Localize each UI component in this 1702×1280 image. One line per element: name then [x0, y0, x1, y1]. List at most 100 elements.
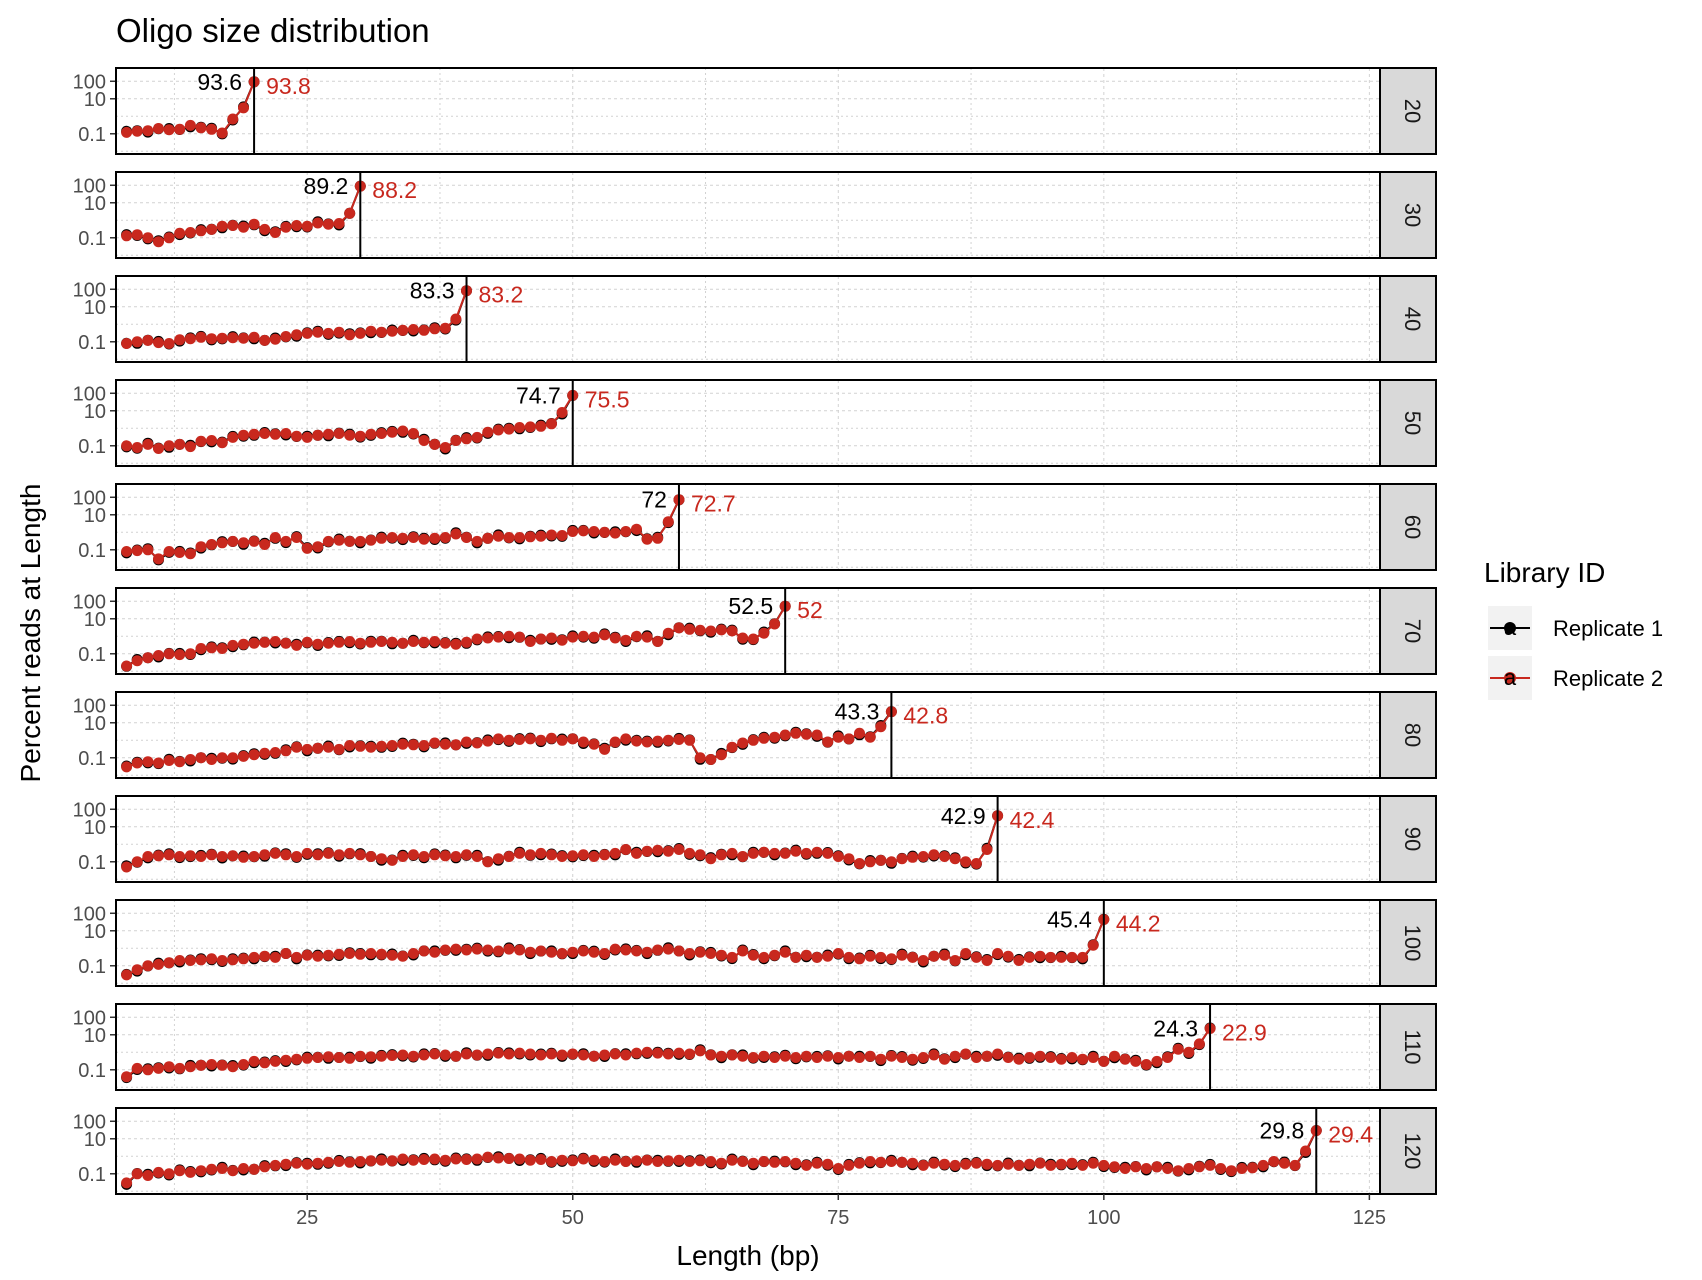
replicate2-series-point: [121, 861, 133, 873]
replicate2-series-point: [238, 1059, 249, 1070]
replicate2-annotation: 72.7: [691, 491, 736, 517]
replicate2-series-point: [652, 1156, 664, 1167]
replicate2-series-point: [694, 1045, 706, 1057]
replicate2-series-point: [471, 943, 483, 955]
replicate2-series-point: [121, 969, 133, 981]
replicate2-series-point: [216, 851, 228, 862]
replicate2-series-point: [1013, 1053, 1025, 1065]
replicate2-series-point: [184, 648, 196, 660]
replicate2-series-point: [1193, 1038, 1205, 1050]
replicate2-series-point: [1055, 1053, 1067, 1065]
replicate2-series-point: [333, 326, 345, 338]
replicate2-series-point: [896, 853, 908, 865]
replicate2-series-point: [535, 1154, 547, 1165]
replicate2-series-point: [737, 945, 749, 957]
replicate2-series-point: [641, 1046, 653, 1058]
replicate2-series-point: [939, 1053, 950, 1065]
replicate2-series-point: [418, 740, 430, 751]
replicate2-series-point: [142, 1170, 154, 1181]
replicate2-series-point: [769, 1052, 781, 1063]
replicate2-series-point: [471, 1153, 483, 1165]
replicate2-series-point: [365, 851, 377, 862]
replicate2-series-point: [184, 227, 196, 238]
replicate2-series-point: [269, 333, 281, 345]
replicate2-series-point: [577, 1153, 589, 1165]
replicate2-series-point: [609, 1154, 621, 1166]
replicate2-series-point: [195, 954, 207, 966]
replicate2-series-point: [694, 752, 706, 764]
replicate2-series-point: [492, 1152, 504, 1164]
replicate2-series-point: [726, 847, 738, 859]
replicate2-series-point: [280, 745, 292, 757]
replicate2-series-point: [184, 119, 196, 131]
replicate2-series-point: [832, 1052, 844, 1063]
replicate2-series-point: [227, 220, 239, 231]
replicate2-series-point: [163, 849, 175, 861]
replicate2-series-point: [577, 630, 589, 642]
replicate1-annotation: 43.3: [835, 699, 880, 725]
replicate2-series-point: [854, 1157, 865, 1169]
y-tick-label: 10: [84, 401, 106, 423]
replicate2-series-point: [280, 535, 292, 547]
replicate2-series-point: [652, 735, 664, 747]
replicate2-series-point: [992, 1048, 1004, 1060]
replicate2-series-point: [662, 943, 674, 955]
replicate2-series-point: [174, 649, 186, 661]
replicate2-series-point: [269, 428, 281, 440]
replicate2-series-point: [365, 1155, 377, 1167]
replicate2-series-point: [227, 752, 239, 764]
replicate2-series-point: [195, 851, 207, 862]
replicate2-series-point: [503, 630, 515, 642]
replicate2-series-point: [599, 526, 611, 538]
y-tick-label: 100: [73, 1111, 106, 1133]
y-tick-label: 100: [73, 695, 106, 717]
replicate2-series-point: [1236, 1163, 1248, 1174]
replicate2-series-point: [142, 438, 154, 450]
replicate2-series-point: [535, 530, 547, 542]
replicate2-series-point: [790, 727, 802, 739]
replicate2-series-point: [1013, 955, 1025, 966]
replicate2-series-point: [259, 636, 271, 648]
replicate2-series-point: [163, 440, 175, 452]
y-tick-label: 10: [84, 505, 106, 527]
replicate2-series-point: [1034, 1157, 1046, 1169]
replicate2-series-point: [684, 948, 696, 959]
replicate2-series-point: [429, 323, 441, 335]
y-tick-label: 10: [84, 1025, 106, 1047]
replicate2-series-point: [354, 948, 366, 960]
replicate2-series-point: [1119, 1163, 1131, 1174]
legend-keys: a Replicate 1 a Replicate 2: [1488, 606, 1663, 700]
replicate2-series-point: [694, 849, 706, 861]
replicate2-series-point: [854, 1052, 865, 1063]
replicate2-series-point: [1109, 1161, 1120, 1173]
y-tick-label: 100: [73, 591, 106, 613]
replicate2-series-point: [482, 944, 494, 956]
replicate2-series-point: [450, 943, 462, 955]
replicate2-series-point: [322, 218, 334, 230]
replicate2-annotation: 44.2: [1116, 910, 1161, 936]
replicate2-series-point: [577, 525, 589, 537]
replicate2-series-point: [216, 955, 228, 966]
replicate2-series-point: [461, 532, 472, 543]
replicate2-series-point: [503, 423, 515, 435]
replicate2-series-point: [1109, 1050, 1120, 1062]
y-tick-label: 100: [73, 903, 106, 925]
y-tick-label: 10: [84, 921, 106, 943]
replicate2-series: [121, 285, 472, 349]
replicate2-series-point: [365, 428, 377, 440]
replicate2-series: [121, 810, 1004, 873]
replicate2-series-point: [280, 948, 292, 959]
replicate2-annotation: 75.5: [585, 386, 630, 412]
panel-background: [116, 588, 1380, 674]
y-tick-label: 0.1: [78, 852, 106, 874]
replicate2-series-point: [1087, 939, 1099, 951]
replicate2-series-point: [641, 845, 653, 857]
replicate2-series-point: [524, 1048, 536, 1060]
replicate2-series-point: [1130, 1161, 1142, 1173]
replicate2-series-point: [1289, 1159, 1301, 1171]
replicate2-series-point: [259, 334, 271, 346]
replicate2-series-point: [1247, 1162, 1258, 1174]
replicate2-series-point: [503, 851, 515, 862]
replicate2-series-point: [344, 948, 356, 959]
